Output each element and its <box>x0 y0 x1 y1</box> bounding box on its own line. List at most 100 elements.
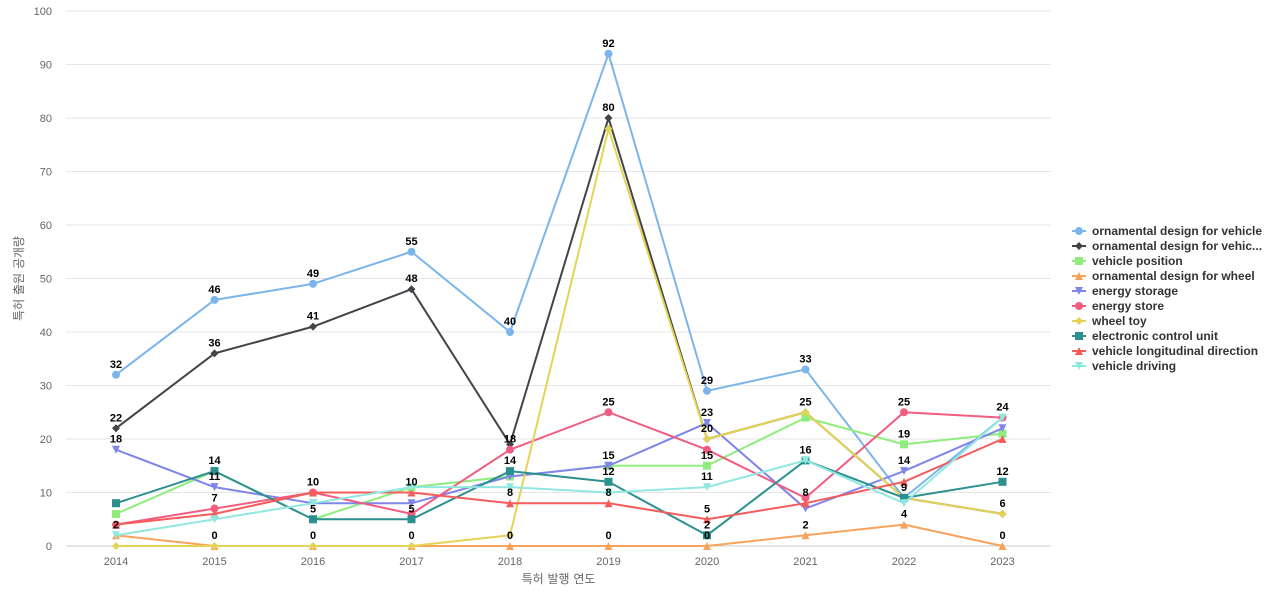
data-point[interactable] <box>998 429 1007 438</box>
data-point[interactable] <box>998 424 1007 433</box>
data-point[interactable] <box>210 515 219 524</box>
data-point[interactable] <box>801 499 810 508</box>
legend-item-ornamental-design-for-vehicle[interactable]: ornamental design for vehicle <box>1072 224 1262 238</box>
legend-marker[interactable] <box>1075 227 1083 235</box>
data-point[interactable] <box>998 542 1007 550</box>
data-point[interactable] <box>703 483 711 492</box>
data-point[interactable] <box>407 515 416 524</box>
data-point[interactable] <box>604 488 613 497</box>
data-point[interactable] <box>998 477 1007 486</box>
data-point[interactable] <box>210 467 219 476</box>
data-point[interactable] <box>210 542 219 550</box>
data-point[interactable] <box>309 322 317 331</box>
data-point[interactable] <box>407 542 416 550</box>
data-point[interactable] <box>801 456 810 465</box>
legend-item-vehicle-longitudinal-direction[interactable]: vehicle longitudinal direction <box>1072 344 1258 358</box>
series-vehicle-driving <box>112 413 1007 540</box>
data-point[interactable] <box>506 531 514 540</box>
data-point[interactable] <box>900 499 908 508</box>
data-point[interactable] <box>900 477 908 486</box>
data-point[interactable] <box>900 467 908 476</box>
data-point[interactable] <box>604 499 613 508</box>
legend-marker[interactable] <box>1075 317 1083 325</box>
data-point[interactable] <box>604 408 613 417</box>
data-point[interactable] <box>604 542 613 550</box>
data-point[interactable] <box>703 542 711 550</box>
data-point[interactable] <box>309 542 317 550</box>
series-line <box>115 416 1004 537</box>
legend-marker[interactable] <box>1075 257 1083 265</box>
data-point[interactable] <box>703 435 711 443</box>
data-point[interactable] <box>900 493 908 502</box>
data-point[interactable] <box>407 488 416 497</box>
data-point[interactable] <box>900 408 908 417</box>
data-point[interactable] <box>998 509 1007 518</box>
data-label: 49 <box>307 268 319 280</box>
data-point[interactable] <box>506 483 514 492</box>
data-point[interactable] <box>703 386 711 395</box>
data-point[interactable] <box>506 445 514 454</box>
data-point[interactable] <box>309 515 317 524</box>
legend-item-ornamental-design-for-wheel[interactable]: ornamental design for wheel <box>1072 269 1255 283</box>
legend-marker[interactable] <box>1075 302 1083 310</box>
data-point[interactable] <box>309 499 317 508</box>
data-point[interactable] <box>112 424 120 433</box>
y-tick-label: 60 <box>40 220 52 232</box>
legend-item-wheel-toy[interactable]: wheel toy <box>1072 314 1147 328</box>
legend-marker[interactable] <box>1075 347 1083 355</box>
data-point[interactable] <box>309 488 317 497</box>
data-point[interactable] <box>604 114 613 122</box>
legend-item-energy-store[interactable]: energy store <box>1072 299 1164 313</box>
data-point[interactable] <box>506 499 514 508</box>
data-point[interactable] <box>407 499 416 508</box>
data-point[interactable] <box>604 477 613 486</box>
data-point[interactable] <box>309 279 317 288</box>
data-point[interactable] <box>112 370 120 379</box>
data-point[interactable] <box>900 520 908 529</box>
legend-item-energy-storage[interactable]: energy storage <box>1072 284 1178 298</box>
legend-item-electronic-control-unit[interactable]: electronic control unit <box>1072 329 1218 343</box>
data-point[interactable] <box>801 413 810 422</box>
data-point[interactable] <box>604 49 613 58</box>
data-point[interactable] <box>998 435 1007 443</box>
data-point[interactable] <box>703 515 711 524</box>
data-point[interactable] <box>112 499 120 508</box>
legend-item-vehicle-driving[interactable]: vehicle driving <box>1072 359 1176 373</box>
legend-label: vehicle driving <box>1092 359 1176 373</box>
data-point[interactable] <box>604 461 613 470</box>
data-point[interactable] <box>112 542 120 550</box>
data-point[interactable] <box>112 509 120 518</box>
data-point[interactable] <box>801 365 810 374</box>
data-point[interactable] <box>112 520 120 529</box>
data-point[interactable] <box>998 413 1007 422</box>
legend-marker[interactable] <box>1075 332 1083 340</box>
data-point[interactable] <box>407 285 416 294</box>
data-point[interactable] <box>703 461 711 470</box>
data-point[interactable] <box>210 483 219 492</box>
data-point[interactable] <box>703 445 711 454</box>
data-point[interactable] <box>900 440 908 449</box>
data-point[interactable] <box>506 328 514 336</box>
data-point[interactable] <box>801 493 810 502</box>
data-point[interactable] <box>407 483 416 492</box>
data-point[interactable] <box>210 504 219 513</box>
data-point[interactable] <box>801 531 810 540</box>
data-point[interactable] <box>801 408 810 417</box>
legend-marker[interactable] <box>1075 242 1083 250</box>
data-label: 0 <box>605 530 611 542</box>
data-point[interactable] <box>703 418 711 427</box>
legend-marker[interactable] <box>1075 272 1083 280</box>
data-point[interactable] <box>604 124 613 133</box>
data-point[interactable] <box>506 542 514 550</box>
legend-item-ornamental-design-for-vehicle-2[interactable]: ornamental design for vehic... <box>1072 239 1262 253</box>
data-point[interactable] <box>407 247 416 256</box>
data-point[interactable] <box>506 467 514 476</box>
legend-marker[interactable] <box>1075 362 1083 370</box>
legend-item-vehicle-position[interactable]: vehicle position <box>1072 254 1183 268</box>
data-point[interactable] <box>112 445 120 454</box>
legend-marker[interactable] <box>1075 287 1083 295</box>
data-point[interactable] <box>703 531 711 540</box>
data-point[interactable] <box>210 295 219 304</box>
data-point[interactable] <box>210 349 219 358</box>
data-point[interactable] <box>112 531 120 540</box>
